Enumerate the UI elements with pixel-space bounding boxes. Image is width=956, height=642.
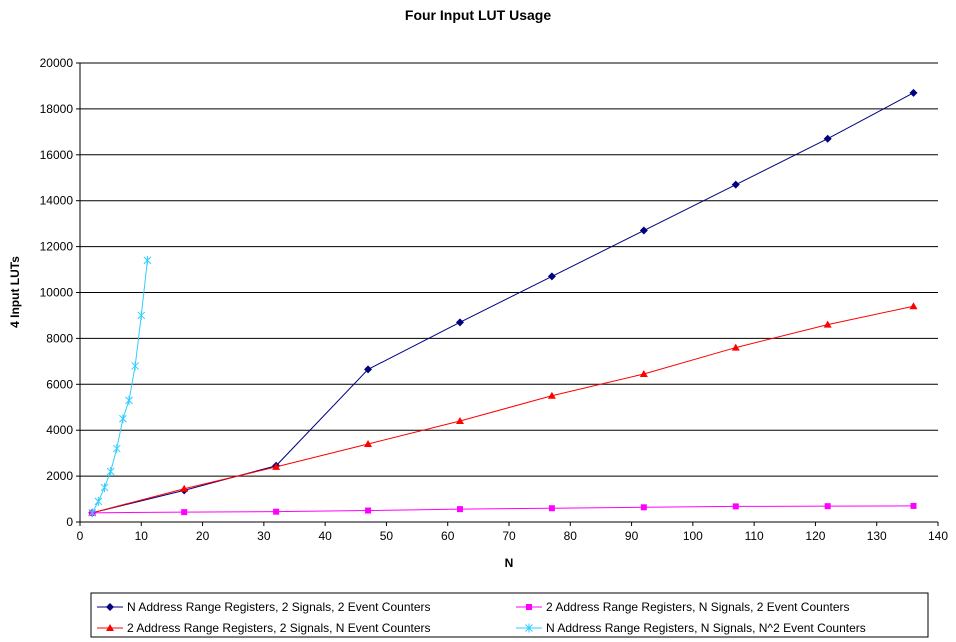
data-point	[88, 508, 97, 518]
legend-item: N Address Range Registers, N Signals, N^…	[516, 621, 866, 635]
x-tick-label: 10	[135, 529, 149, 543]
y-tick-label: 8000	[46, 331, 73, 345]
data-point	[137, 310, 146, 320]
data-point	[143, 255, 152, 265]
series-4	[88, 255, 152, 518]
series-line	[91, 260, 148, 514]
data-point	[455, 417, 464, 425]
data-point	[910, 502, 917, 509]
x-tick-label: 70	[502, 529, 516, 543]
data-point	[272, 462, 281, 470]
series-3	[89, 502, 917, 516]
x-axis-title: N	[505, 556, 514, 570]
legend-box	[90, 592, 929, 638]
data-point	[364, 365, 373, 374]
data-point	[456, 506, 463, 513]
series-line	[92, 92, 914, 514]
data-point	[365, 507, 372, 514]
x-tick-label: 0	[77, 529, 84, 543]
x-tick-label: 110	[745, 529, 764, 543]
data-point	[364, 439, 373, 447]
y-tick-label: 2000	[46, 469, 73, 483]
x-tick-label: 120	[805, 529, 825, 543]
chart-title: Four Input LUT Usage	[405, 7, 551, 23]
data-point	[732, 503, 739, 510]
x-tick-label: 60	[441, 529, 455, 543]
data-point	[455, 318, 464, 327]
x-tick-label: 40	[318, 529, 332, 543]
gridlines	[80, 62, 938, 477]
legend-label: N Address Range Registers, N Signals, N^…	[546, 621, 866, 635]
data-point	[273, 508, 280, 515]
data-point	[125, 395, 133, 405]
data-point	[909, 302, 918, 310]
legend-marker	[106, 624, 114, 631]
legend-marker	[525, 623, 533, 633]
series-line	[92, 305, 914, 514]
x-tick-label: 30	[257, 529, 271, 543]
data-point	[824, 503, 831, 510]
data-point	[731, 180, 740, 189]
legend-item: 2 Address Range Registers, 2 Signals, N …	[97, 621, 431, 635]
series-2	[88, 302, 918, 516]
x-axis-ticks: 0 10 20 30 40 50 60 70 80 90 100 110 120 130 140	[77, 522, 948, 543]
x-tick-label: 140	[928, 529, 948, 543]
legend-label: N Address Range Registers, 2 Signals, 2 …	[127, 600, 431, 614]
legend: N Address Range Registers, 2 Signals, 2 …	[90, 592, 929, 638]
legend-item: N Address Range Registers, 2 Signals, 2 …	[97, 600, 431, 614]
data-point	[94, 496, 103, 506]
y-axis-ticks: 0 2000 4000 6000 8000 10000 12000 14000 16000 180…	[40, 56, 80, 529]
data-point	[640, 504, 647, 511]
data-point	[100, 483, 109, 493]
data-point	[548, 505, 555, 512]
legend-label: 2 Address Range Registers, 2 Signals, N …	[127, 621, 431, 635]
series-line	[92, 505, 914, 514]
x-tick-label: 20	[196, 529, 210, 543]
data-point	[731, 343, 740, 351]
data-point	[823, 134, 832, 143]
x-tick-label: 130	[867, 529, 887, 543]
x-tick-label: 50	[380, 529, 394, 543]
y-tick-label: 6000	[46, 377, 73, 391]
data-point	[639, 226, 648, 235]
x-tick-label: 100	[683, 529, 703, 543]
y-axis-title: 4 Input LUTs	[8, 256, 22, 328]
y-tick-label: 12000	[40, 240, 74, 254]
data-point	[180, 484, 189, 492]
y-tick-label: 0	[66, 515, 73, 529]
series-group	[88, 88, 918, 518]
data-point	[547, 272, 556, 281]
legend-marker	[526, 604, 532, 610]
y-tick-label: 20000	[40, 56, 74, 70]
data-point	[119, 414, 127, 424]
x-tick-label: 90	[625, 529, 639, 543]
y-tick-label: 4000	[46, 423, 73, 437]
data-point	[547, 391, 556, 399]
y-tick-label: 10000	[40, 286, 74, 300]
y-tick-label: 18000	[40, 102, 74, 116]
y-tick-label: 16000	[40, 148, 74, 162]
data-point	[909, 88, 918, 97]
data-point	[131, 361, 140, 371]
y-tick-label: 14000	[40, 194, 74, 208]
data-point	[112, 444, 121, 454]
legend-label: 2 Address Range Registers, N Signals, 2 …	[546, 600, 850, 614]
data-point	[181, 509, 188, 516]
data-point	[106, 467, 115, 477]
data-point	[823, 320, 832, 328]
series-1	[88, 88, 918, 517]
legend-marker	[106, 603, 114, 611]
legend-item: 2 Address Range Registers, N Signals, 2 …	[516, 600, 850, 614]
data-point	[639, 369, 648, 377]
x-tick-label: 80	[564, 529, 578, 543]
